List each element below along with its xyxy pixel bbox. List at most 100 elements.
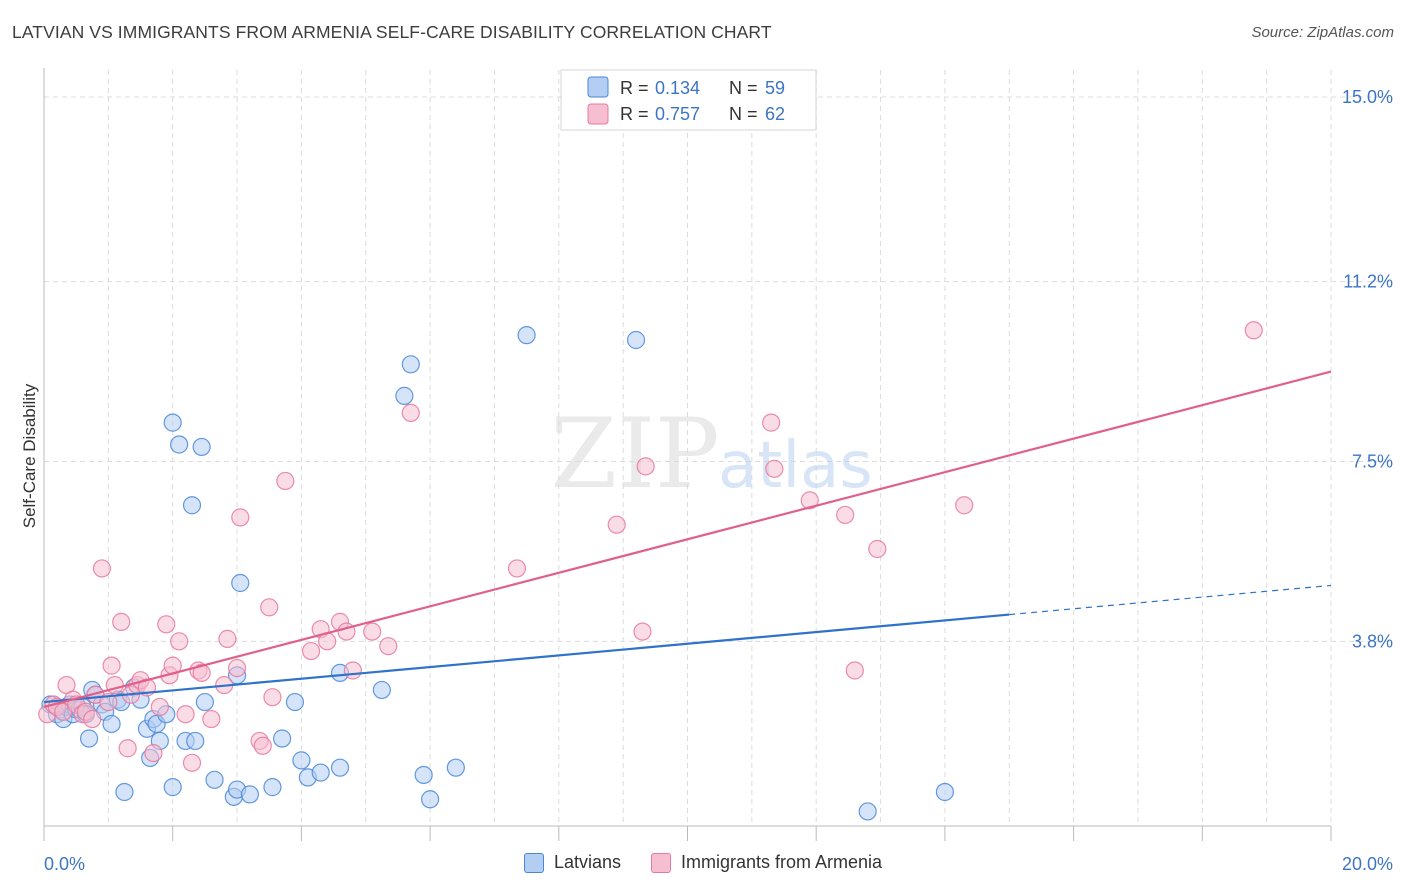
- y-tick-label: 7.5%: [1352, 452, 1393, 472]
- point-armenia: [507, 559, 527, 578]
- bottom-legend-item-armenia: Immigrants from Armenia: [650, 852, 883, 873]
- point-latvians: [311, 763, 330, 782]
- point-armenia: [83, 709, 102, 729]
- point-latvians: [102, 714, 121, 734]
- point-armenia: [800, 491, 819, 510]
- point-armenia: [401, 403, 420, 422]
- point-latvians: [395, 386, 414, 405]
- point-armenia: [170, 632, 189, 651]
- point-latvians: [935, 782, 955, 802]
- point-latvians: [182, 496, 202, 515]
- point-armenia: [343, 661, 362, 680]
- trend-line-armenia: [43, 370, 1332, 708]
- point-armenia: [150, 697, 169, 717]
- point-armenia: [636, 457, 655, 476]
- point-armenia: [765, 459, 784, 478]
- point-latvians: [231, 573, 250, 593]
- point-armenia: [762, 413, 781, 432]
- point-armenia: [263, 688, 282, 707]
- watermark-atlas: atlas: [718, 429, 873, 503]
- point-armenia: [253, 736, 272, 755]
- point-latvians: [401, 355, 420, 374]
- point-armenia: [955, 496, 974, 515]
- trend-layer: [43, 370, 1332, 708]
- bottom-legend-swatch: [650, 852, 671, 873]
- point-latvians: [421, 790, 440, 809]
- point-latvians: [205, 770, 224, 789]
- point-latvians: [414, 765, 433, 785]
- y-axis-label: Self-Care Disability: [20, 383, 39, 528]
- point-latvians: [186, 731, 205, 751]
- point-latvians: [292, 751, 311, 770]
- point-armenia: [260, 598, 279, 617]
- point-armenia: [276, 471, 295, 491]
- point-armenia: [1244, 321, 1263, 340]
- point-latvians: [163, 778, 182, 797]
- point-armenia: [379, 637, 398, 656]
- point-armenia: [112, 612, 131, 631]
- legend: R = 0.134 N = 59 R = 0.757 N = 62: [560, 69, 817, 131]
- bottom-legend: Latvians Immigrants from Armenia: [0, 852, 1406, 873]
- chart-title: LATVIAN VS IMMIGRANTS FROM ARMENIA SELF-…: [12, 22, 772, 42]
- point-armenia: [363, 622, 382, 641]
- bottom-legend-label: Immigrants from Armenia: [680, 852, 883, 872]
- bottom-legend-label: Latvians: [553, 852, 621, 872]
- legend-swatch-latvians: [587, 76, 609, 98]
- point-armenia: [607, 515, 626, 534]
- x-tick-label: 20.0%: [1342, 854, 1393, 874]
- legend-r-label: R =: [620, 78, 649, 98]
- point-armenia: [202, 709, 221, 729]
- point-latvians: [240, 785, 260, 804]
- point-latvians: [446, 758, 465, 777]
- point-armenia: [92, 559, 112, 578]
- y-tick-label: 15.0%: [1342, 87, 1393, 107]
- point-armenia: [118, 739, 137, 758]
- point-latvians: [285, 692, 305, 712]
- point-latvians: [79, 729, 99, 748]
- watermark-zip: ZIP: [550, 398, 719, 510]
- legend-r-value: 0.757: [655, 104, 700, 124]
- point-armenia: [231, 508, 250, 527]
- point-latvians: [272, 729, 292, 748]
- legend-r-value: 0.134: [655, 78, 700, 98]
- x-tick-label: 0.0%: [44, 854, 85, 874]
- point-armenia: [633, 622, 652, 641]
- point-latvians: [163, 413, 182, 432]
- point-latvians: [192, 437, 211, 457]
- point-latvians: [170, 435, 189, 454]
- bottom-legend-item-latvians: Latvians: [523, 852, 621, 873]
- point-armenia: [176, 705, 195, 724]
- watermark: ZIP atlas: [550, 398, 872, 510]
- point-armenia: [868, 539, 887, 559]
- legend-swatch-armenia: [587, 103, 609, 125]
- point-armenia: [99, 692, 118, 712]
- legend-n-value: 59: [765, 78, 785, 98]
- point-latvians: [372, 680, 391, 700]
- point-latvians: [195, 692, 214, 712]
- bottom-legend-swatch: [523, 852, 544, 873]
- legend-n-value: 62: [765, 104, 785, 124]
- point-armenia: [144, 743, 163, 763]
- point-latvians: [626, 330, 646, 350]
- point-armenia: [845, 661, 864, 680]
- point-latvians: [115, 782, 134, 802]
- trend-line-latvians: [43, 613, 1010, 704]
- point-latvians: [263, 778, 282, 797]
- point-armenia: [227, 658, 247, 678]
- point-armenia: [182, 753, 202, 772]
- point-armenia: [836, 505, 855, 525]
- points-layer: [38, 321, 1263, 821]
- point-armenia: [102, 656, 121, 675]
- y-tick-label: 3.8%: [1352, 631, 1393, 651]
- point-latvians: [330, 758, 350, 777]
- legend-n-label: N =: [729, 78, 758, 98]
- legend-n-label: N =: [729, 104, 758, 124]
- point-latvians: [517, 326, 536, 345]
- trend-line-latvians-extension: [1009, 584, 1332, 616]
- point-armenia: [301, 641, 321, 661]
- y-tick-label: 11.2%: [1343, 272, 1393, 292]
- source-label: Source: ZipAtlas.com: [1251, 24, 1394, 41]
- point-latvians: [858, 802, 877, 821]
- point-armenia: [218, 629, 237, 648]
